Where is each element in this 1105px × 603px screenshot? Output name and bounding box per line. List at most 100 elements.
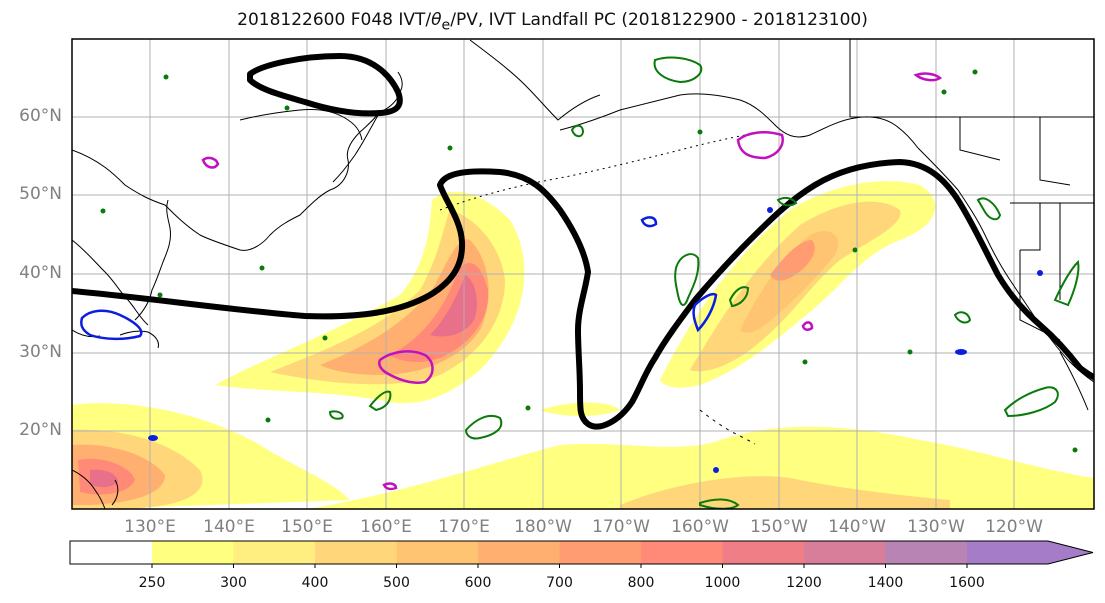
colorbar-under-segment	[70, 541, 152, 564]
theta-e-contour-main	[72, 159, 1094, 430]
lon-label: 150°W	[750, 517, 808, 537]
pv-contour	[976, 197, 1002, 221]
pv-speck	[100, 208, 106, 214]
colorbar-tick-label: 1400	[867, 575, 904, 591]
pv-speck	[941, 89, 947, 95]
ivt-east-layer-3	[740, 231, 839, 333]
pv-speck	[322, 335, 328, 341]
lat-label-30n: 30°N	[19, 342, 62, 362]
lon-label: 170°E	[438, 517, 490, 537]
bering-coastline	[469, 39, 601, 121]
pv-specks-blue	[148, 207, 1043, 473]
pv-specks-green	[100, 69, 1078, 453]
colorbar-segment	[315, 541, 397, 564]
pv-speck	[802, 359, 808, 365]
pv-speck	[907, 349, 913, 355]
pv-contour-blue	[640, 216, 658, 228]
pv-contours-green	[328, 56, 1080, 509]
lon-label: 170°W	[592, 517, 650, 537]
pv-speck-blue	[955, 349, 967, 355]
kamchatka-coastline	[332, 71, 403, 183]
colorbar-segment	[885, 541, 967, 564]
colorbar-tick-label: 1600	[949, 575, 985, 591]
theta-e-contours	[72, 53, 1094, 430]
lon-label: 120°W	[985, 517, 1043, 537]
colorbar-extend-arrow	[967, 541, 1093, 564]
pv-contour	[699, 498, 740, 509]
theta-e-contour-closed	[247, 53, 403, 117]
pv-contour	[653, 56, 703, 84]
pv-contour-magenta	[377, 350, 434, 384]
lat-label-60n: 60°N	[19, 106, 62, 126]
philippines-coastline	[72, 469, 119, 509]
baja-coastline	[1059, 351, 1089, 411]
state-border	[1020, 203, 1041, 251]
na-west-coastline	[917, 147, 1094, 383]
pv-contour-magenta	[736, 131, 784, 160]
lon-label: 150°E	[281, 517, 333, 537]
map-title: 2018122600 F048 IVT/θe/PV, IVT Landfall …	[0, 10, 1105, 33]
ivt-east-layer-4	[770, 240, 815, 281]
colorbar-tick-label: 300	[220, 575, 247, 591]
lat-label-20n: 20°N	[19, 420, 62, 440]
colorbar-segment	[641, 541, 723, 564]
title-theta: θ	[431, 10, 442, 30]
colorbar-tick-label: 600	[464, 575, 492, 591]
pv-speck	[697, 129, 703, 135]
colorbar-ticks	[151, 564, 968, 568]
pv-contour	[464, 414, 503, 440]
pv-speck	[265, 417, 271, 423]
title-theta-subscript: e	[441, 17, 451, 34]
ivt-shading-tropics	[72, 402, 1094, 509]
colorbar-tick-label: 700	[546, 575, 573, 591]
pv-speck	[447, 145, 453, 151]
ivt-shading-west-ar	[215, 191, 525, 404]
pv-speck	[163, 74, 169, 80]
province-border	[959, 117, 1001, 161]
pv-contours-blue	[80, 216, 718, 341]
pv-contour	[1003, 386, 1059, 418]
pv-speck	[259, 265, 265, 271]
pv-speck	[1072, 447, 1078, 453]
pv-speck-blue	[1037, 270, 1043, 276]
lat-label-50n: 50°N	[19, 184, 62, 204]
pv-speck	[525, 405, 531, 411]
pv-contour	[1053, 259, 1080, 307]
pv-speck-blue	[713, 467, 719, 473]
colorbar-segment	[396, 541, 478, 564]
colorbar-segment	[233, 541, 315, 564]
colorbar-tick-label: 1000	[704, 575, 741, 591]
hawaii-islands	[699, 409, 756, 445]
aleutian-chain	[439, 131, 761, 211]
pv-contour	[728, 286, 750, 308]
pv-contour-magenta	[201, 156, 220, 169]
pv-speck	[972, 69, 978, 75]
pv-contour	[674, 253, 700, 306]
lon-label: 160°E	[360, 517, 412, 537]
pv-speck	[852, 247, 858, 253]
lat-label-40n: 40°N	[19, 263, 62, 283]
lon-label: 140°W	[828, 517, 886, 537]
lon-label: 180°W	[514, 517, 572, 537]
map-area	[72, 39, 1094, 509]
province-border	[1039, 117, 1071, 186]
colorbar-segment	[478, 541, 560, 564]
map-frame	[71, 38, 1095, 510]
lon-label: 130°W	[907, 517, 965, 537]
ivt-west-layer-5	[430, 275, 477, 337]
pv-contours-magenta	[201, 72, 943, 491]
colorbar-tick-label: 400	[301, 575, 329, 591]
colorbar-segment	[804, 541, 886, 564]
lon-label: 130°E	[124, 517, 176, 537]
pv-contour-magenta	[382, 482, 398, 491]
colorbar-tick-label: 250	[138, 575, 166, 591]
pv-contour	[776, 196, 798, 207]
ivt-tropics-layer-5	[90, 469, 118, 488]
colorbar-tick-label: 800	[627, 575, 655, 591]
pv-contour	[570, 124, 585, 138]
pv-contour	[328, 410, 344, 420]
ivt-tropics-band	[72, 402, 1094, 509]
title-prefix: 2018122600 F048 IVT/	[237, 10, 432, 30]
lon-label: 140°E	[203, 517, 255, 537]
colorbar-segment	[152, 541, 234, 564]
